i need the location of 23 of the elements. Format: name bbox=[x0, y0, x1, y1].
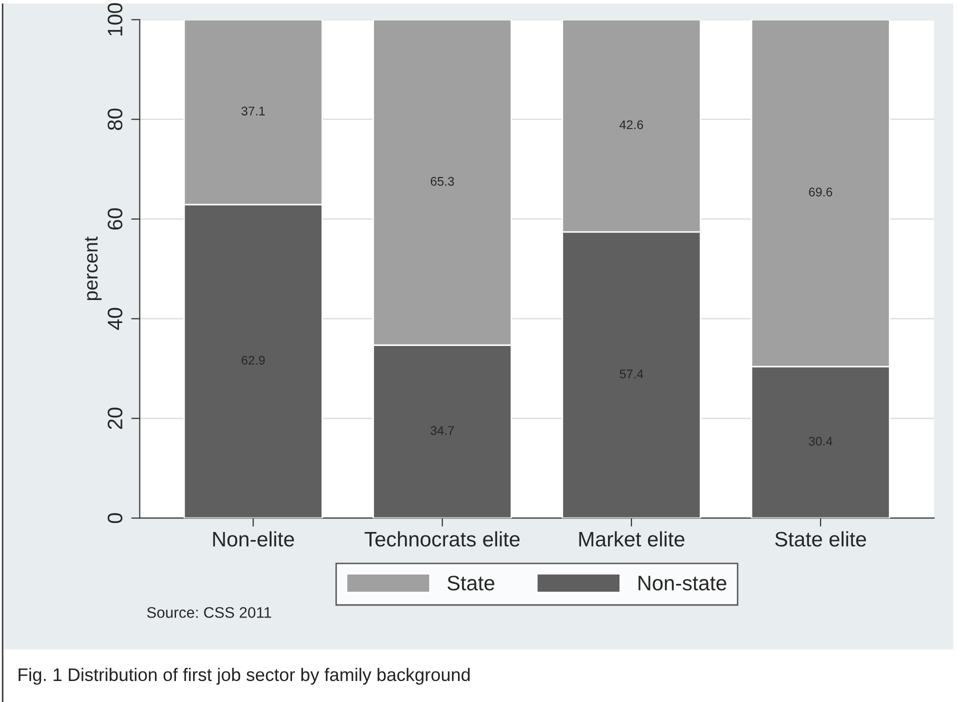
data-label: 37.1 bbox=[242, 106, 265, 116]
x-tick-label: Non-elite bbox=[213, 531, 294, 547]
data-label: 57.4 bbox=[620, 370, 644, 378]
y-tick-label: 80 bbox=[108, 108, 122, 130]
data-label: 65.3 bbox=[430, 176, 454, 186]
y-tick-label: 40 bbox=[108, 308, 122, 330]
text: Fig. 1 Distribution of first job sector by family background bbox=[18, 668, 470, 685]
legend-label: State bbox=[448, 576, 494, 590]
y-axis-title: percent bbox=[84, 236, 102, 300]
y-tick-label: 100 bbox=[108, 3, 122, 36]
legend-label: Non-state bbox=[638, 576, 726, 590]
x-tick-label: Market elite bbox=[579, 531, 684, 547]
data-label: 42.6 bbox=[620, 120, 644, 130]
x-tick-label: Technocrats elite bbox=[364, 531, 520, 547]
x-tick-label: State elite bbox=[775, 531, 866, 547]
y-tick-label: 0 bbox=[108, 513, 122, 524]
data-label: 69.6 bbox=[809, 188, 832, 196]
y-tick-label: 20 bbox=[108, 408, 122, 429]
data-label: 62.9 bbox=[242, 356, 265, 365]
y-tick-label: 60 bbox=[108, 208, 122, 230]
source-note: Source: CSS 2011 bbox=[147, 607, 272, 618]
data-label: 30.4 bbox=[808, 436, 832, 446]
data-label: 34.7 bbox=[430, 426, 454, 435]
